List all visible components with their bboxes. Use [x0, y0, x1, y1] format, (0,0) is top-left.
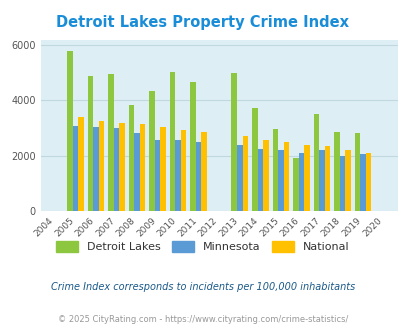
Bar — [128, 106, 134, 211]
Bar — [149, 91, 154, 211]
Bar — [354, 133, 359, 211]
Bar — [231, 73, 237, 211]
Bar — [242, 137, 247, 211]
Bar — [333, 132, 339, 211]
Bar — [292, 157, 298, 211]
Bar — [277, 150, 283, 211]
Bar — [262, 140, 268, 211]
Bar — [78, 117, 83, 211]
Bar — [119, 123, 125, 211]
Bar — [318, 150, 324, 211]
Bar — [196, 142, 201, 211]
Bar — [190, 82, 196, 211]
Bar — [201, 132, 207, 211]
Bar — [87, 76, 93, 211]
Text: Detroit Lakes Property Crime Index: Detroit Lakes Property Crime Index — [56, 15, 349, 30]
Text: © 2025 CityRating.com - https://www.cityrating.com/crime-statistics/: © 2025 CityRating.com - https://www.city… — [58, 315, 347, 324]
Bar — [108, 74, 113, 211]
Legend: Detroit Lakes, Minnesota, National: Detroit Lakes, Minnesota, National — [52, 237, 353, 257]
Bar — [298, 153, 303, 211]
Bar — [359, 154, 365, 211]
Bar — [237, 145, 242, 211]
Bar — [283, 142, 288, 211]
Bar — [257, 149, 262, 211]
Bar — [324, 146, 329, 211]
Bar — [67, 51, 72, 211]
Bar — [344, 150, 350, 211]
Bar — [181, 130, 186, 211]
Bar — [175, 140, 181, 211]
Bar — [303, 145, 309, 211]
Bar — [339, 156, 344, 211]
Bar — [313, 114, 318, 211]
Bar — [134, 133, 140, 211]
Bar — [140, 124, 145, 211]
Bar — [169, 72, 175, 211]
Bar — [160, 127, 166, 211]
Bar — [272, 129, 277, 211]
Bar — [252, 108, 257, 211]
Bar — [93, 126, 98, 211]
Bar — [72, 126, 78, 211]
Bar — [154, 140, 160, 211]
Bar — [98, 121, 104, 211]
Text: Crime Index corresponds to incidents per 100,000 inhabitants: Crime Index corresponds to incidents per… — [51, 282, 354, 292]
Bar — [113, 128, 119, 211]
Bar — [365, 153, 371, 211]
